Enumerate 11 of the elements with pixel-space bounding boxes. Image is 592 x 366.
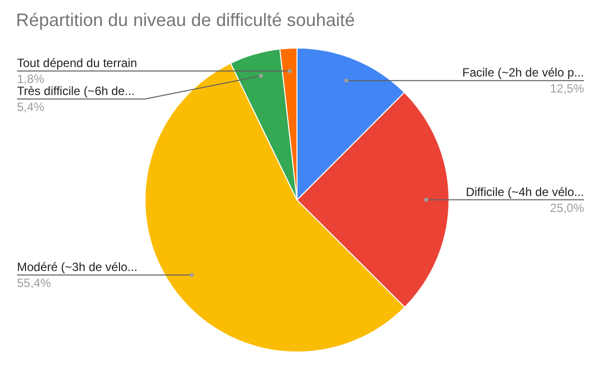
data-label: 12,5% — [550, 82, 584, 96]
chart-title: Répartition du niveau de difficulté souhaité — [16, 10, 355, 30]
slice-label: Difficile (~4h de vélo... — [466, 184, 584, 199]
slice-label: Modéré (~3h de vélo... — [17, 260, 138, 274]
data-label: 1,8% — [17, 72, 45, 86]
slice-label: Facile (~2h de vélo p... — [462, 66, 584, 80]
slice-label: Très difficile (~6h de... — [17, 84, 135, 98]
data-label: 25,0% — [550, 200, 584, 215]
slice-label: Tout dépend du terrain — [17, 56, 138, 70]
data-label: 55,4% — [17, 276, 52, 290]
data-label: 5,4% — [17, 100, 45, 114]
